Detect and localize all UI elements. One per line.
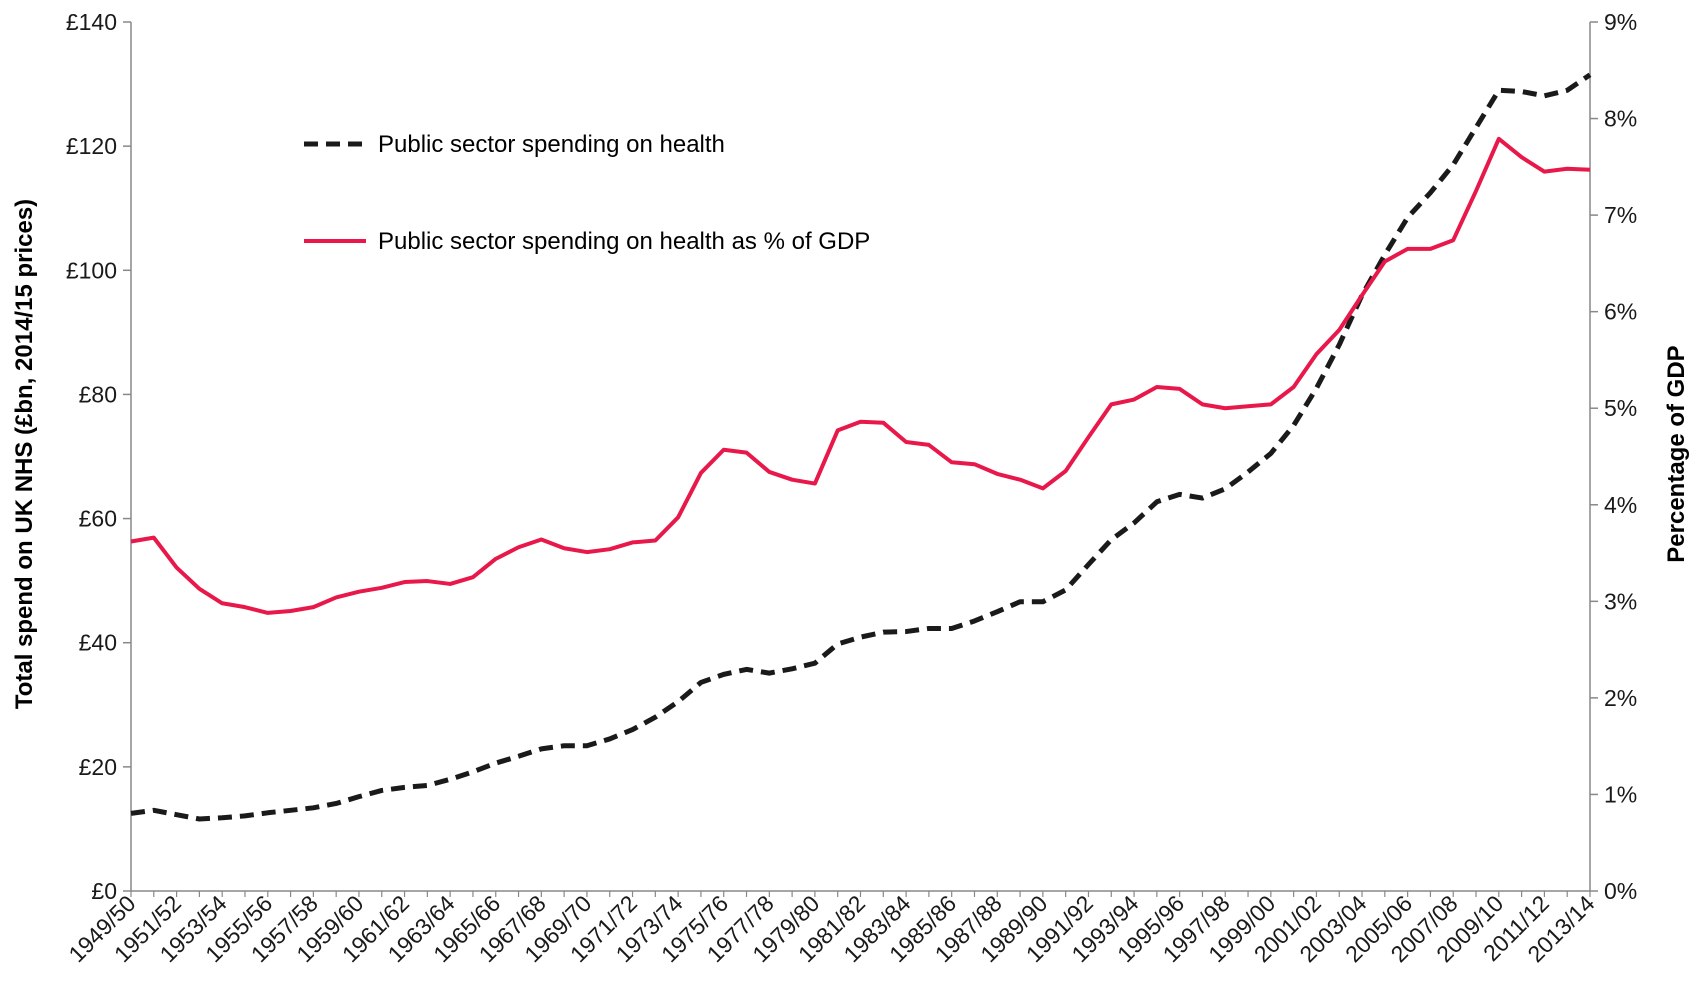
y2-tick-label: 4% bbox=[1604, 492, 1637, 518]
axes bbox=[130, 22, 1591, 892]
y2-tick-label: 5% bbox=[1604, 395, 1637, 421]
legend-label-spend: Public sector spending on health bbox=[378, 131, 725, 158]
y-tick-label: £80 bbox=[79, 381, 117, 407]
legend-label-gdp: Public sector spending on health as % of… bbox=[378, 228, 870, 255]
y2-tick-label: 0% bbox=[1604, 878, 1637, 904]
y2-tick-label: 7% bbox=[1604, 202, 1637, 228]
ticks: £0 £20 £40 £60 £80 £100 £120 £140 0% 1% 2% 3% 4% 5% 6%… bbox=[63, 9, 1637, 967]
series-line-spend bbox=[130, 72, 1592, 822]
legend: Public sector spending on health Public … bbox=[304, 131, 870, 255]
y2-tick-label: 1% bbox=[1604, 781, 1637, 807]
y2-tick-label: 8% bbox=[1604, 106, 1637, 132]
y-tick-label: £100 bbox=[66, 257, 117, 283]
y-tick-label: £40 bbox=[79, 630, 117, 656]
y-tick-label: £60 bbox=[79, 506, 117, 532]
y-tick-label: £20 bbox=[79, 754, 117, 780]
y-tick-label: £0 bbox=[91, 878, 117, 904]
y2-tick-label: 9% bbox=[1604, 9, 1637, 35]
y-axis-label: Total spend on UK NHS (£bn, 2014/15 pric… bbox=[11, 199, 38, 709]
y2-tick-label: 6% bbox=[1604, 299, 1637, 325]
series-lines bbox=[130, 72, 1592, 822]
y-tick-label: £120 bbox=[66, 133, 117, 159]
series-line-gdp-share bbox=[130, 136, 1591, 615]
y2-tick-label: 3% bbox=[1604, 588, 1637, 614]
y-tick-label: £140 bbox=[66, 9, 117, 35]
y2-axis-label: Percentage of GDP bbox=[1663, 345, 1690, 562]
y2-tick-label: 2% bbox=[1604, 685, 1637, 711]
